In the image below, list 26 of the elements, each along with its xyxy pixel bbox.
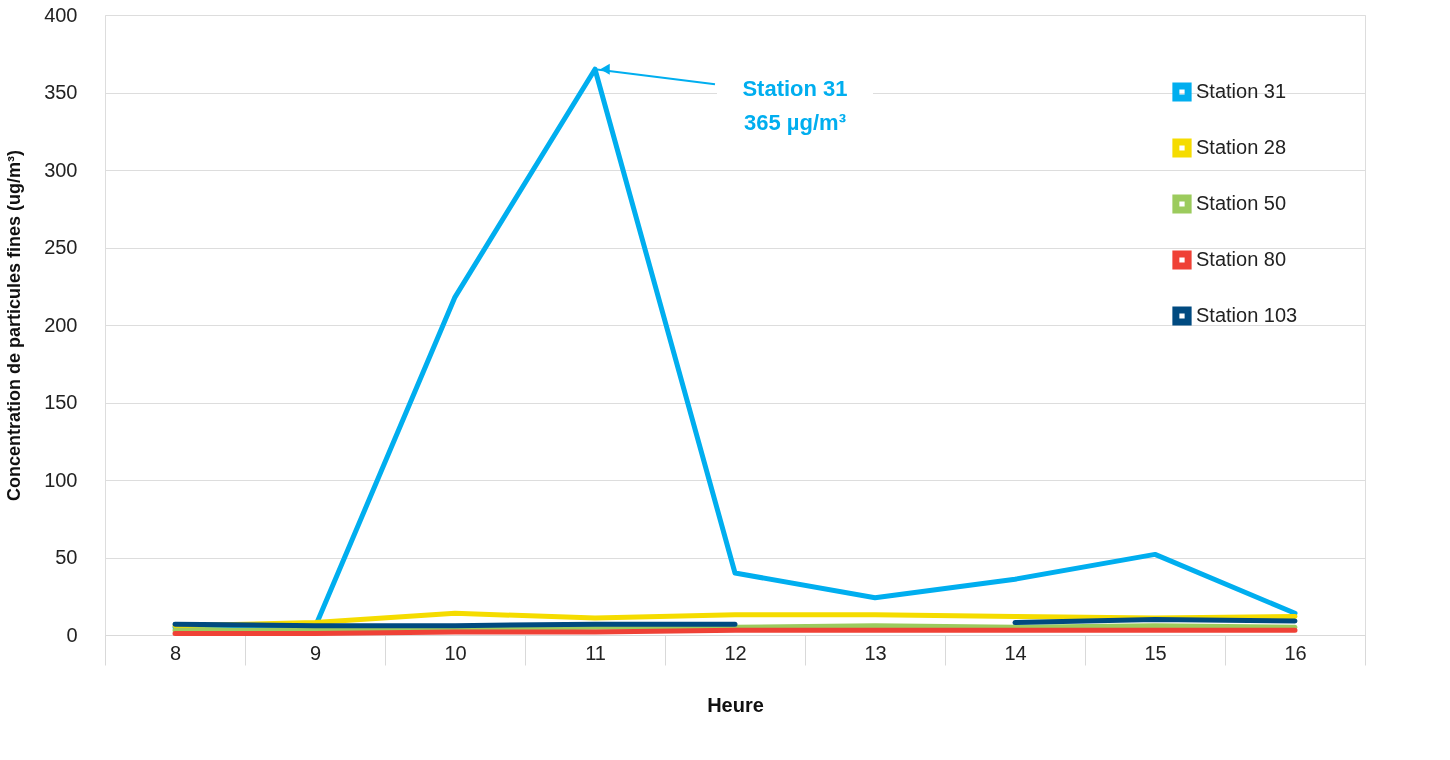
y-axis-title: Concentration de particules fines (ug/m³) [4,149,25,502]
y-tick-label: 0 [66,623,78,646]
legend-label: Station 28 [1196,136,1287,158]
y-tick-label: 50 [55,546,78,568]
x-tick-label: 8 [169,641,182,664]
y-tick-label: 150 [44,391,78,413]
legend-label: Station 103 [1196,304,1298,326]
x-tick-label: 10 [444,641,467,664]
x-tick-label: 13 [864,641,887,664]
legend-label: Station 50 [1196,192,1287,214]
y-tick-label: 250 [44,236,78,258]
y-tick-label: 350 [44,81,78,103]
y-tick-label: 100 [44,468,78,491]
x-tick-label: 9 [309,641,322,664]
x-tick-label: 11 [585,641,606,664]
x-tick-label: 14 [1004,641,1027,664]
legend-label: Station 80 [1196,248,1287,270]
x-axis-title: Heure [707,694,764,716]
annotation: Station 31 365 µg/m³ [742,76,848,136]
legend-label: Station 31 [1196,80,1287,102]
x-tick-label: 16 [1284,641,1307,664]
x-tick-label: 15 [1144,641,1167,664]
y-tick-label: 300 [44,158,78,181]
y-tick-label: 400 [44,3,78,26]
x-tick-label: 12 [724,641,747,664]
y-tick-label: 200 [44,313,78,336]
